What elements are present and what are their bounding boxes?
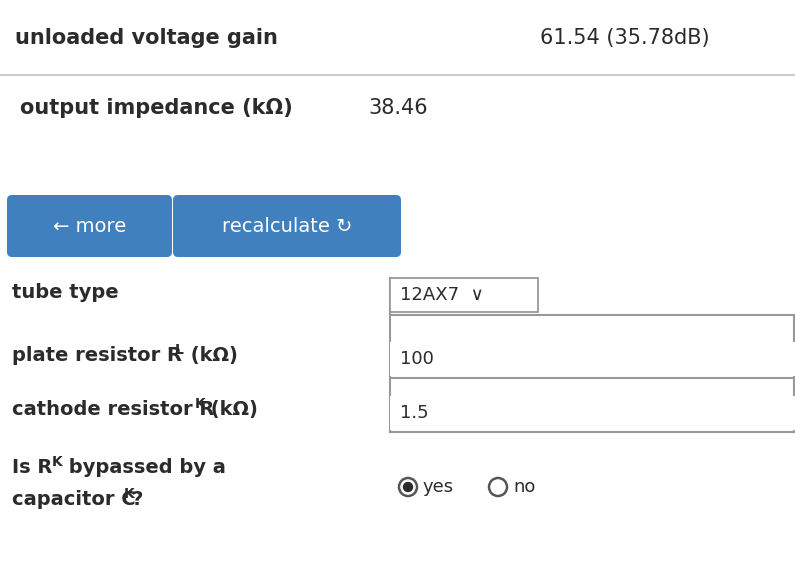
Text: ?: ? [132,490,143,509]
Text: 1.5: 1.5 [400,404,429,422]
FancyBboxPatch shape [7,195,172,257]
Text: K: K [52,455,63,469]
Text: capacitor C: capacitor C [12,490,136,509]
Circle shape [489,478,507,496]
Text: (kΩ): (kΩ) [184,346,238,365]
Text: 12AX7  ∨: 12AX7 ∨ [400,286,483,304]
Text: (kΩ): (kΩ) [204,400,258,419]
Text: tube type: tube type [12,283,118,302]
Text: L: L [175,343,184,357]
Circle shape [399,478,417,496]
Circle shape [404,482,413,492]
Bar [390,396,795,430]
Text: unloaded voltage gain: unloaded voltage gain [15,28,278,48]
Text: 100: 100 [400,350,434,368]
Text: recalculate ↻: recalculate ↻ [222,217,352,236]
Bar [390,342,795,376]
Text: ← more: ← more [53,217,126,236]
Text: yes: yes [423,478,454,496]
Text: 61.54 (35.78dB): 61.54 (35.78dB) [540,28,710,48]
Text: bypassed by a: bypassed by a [62,458,226,477]
Text: output impedance (kΩ): output impedance (kΩ) [20,98,293,118]
Text: Is R: Is R [12,458,52,477]
Text: plate resistor R: plate resistor R [12,346,182,365]
Text: K: K [124,487,134,501]
Bar [390,278,538,312]
Text: K: K [195,397,206,411]
Text: 38.46: 38.46 [368,98,428,118]
FancyBboxPatch shape [173,195,401,257]
Text: no: no [513,478,535,496]
Text: cathode resistor R: cathode resistor R [12,400,215,419]
